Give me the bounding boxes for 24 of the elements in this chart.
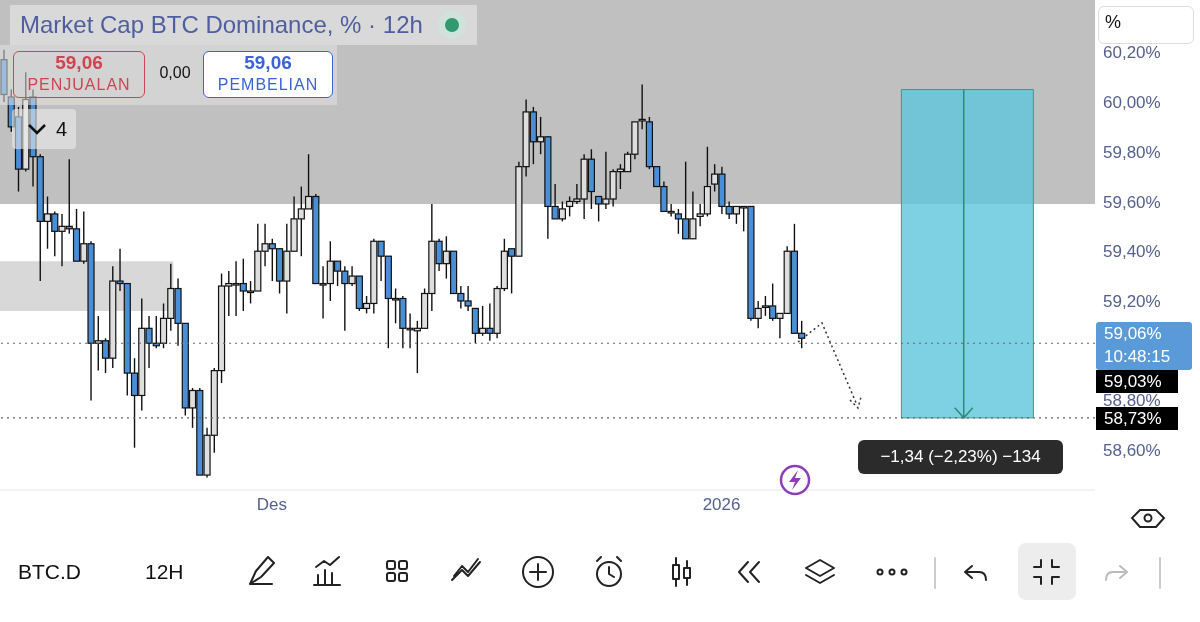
annotation: 0,00 bbox=[158, 64, 192, 82]
x-tick-label: 2026 bbox=[702, 495, 741, 515]
y-tick-label: 60,00% bbox=[1103, 93, 1161, 113]
text: 59,06% bbox=[1096, 322, 1192, 346]
text: 12H bbox=[145, 560, 184, 584]
annotation: PEMBELIAN bbox=[216, 76, 320, 94]
text: Market Cap BTC Dominance, % · 12h bbox=[20, 11, 423, 39]
y-tick-label: 59,60% bbox=[1103, 192, 1161, 212]
annotation: 59,06 bbox=[243, 52, 293, 74]
text: 10:48:15 bbox=[1096, 346, 1192, 370]
ref-line-label: 59,03% bbox=[1096, 370, 1178, 393]
y-tick-label: 59,20% bbox=[1103, 292, 1161, 311]
y-tick-label: 60,20% bbox=[1103, 43, 1161, 63]
annotation: −1,34 (−2,23%) −134 bbox=[858, 440, 1063, 474]
y-tick-label: 59,80% bbox=[1103, 142, 1161, 162]
text: BTC.D bbox=[18, 560, 81, 584]
text: % bbox=[1105, 12, 1122, 33]
y-tick-label: 58,60% bbox=[1103, 441, 1161, 461]
annotation: PENJUALAN bbox=[26, 76, 132, 94]
x-tick-label: Des bbox=[256, 495, 288, 515]
y-tick-label: 59,40% bbox=[1103, 242, 1161, 262]
annotation: 4 bbox=[56, 118, 68, 141]
ref-line-label: 58,73% bbox=[1096, 406, 1178, 430]
annotation: 59,06 bbox=[54, 52, 104, 74]
